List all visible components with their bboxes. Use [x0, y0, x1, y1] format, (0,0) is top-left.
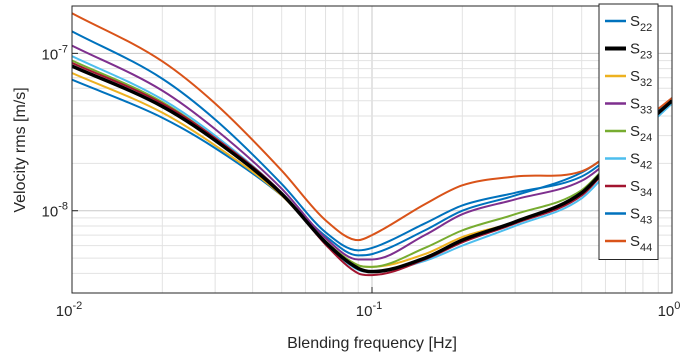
legend-entry-s33: S33 — [630, 96, 652, 117]
y-tick-label: 10-7 — [42, 43, 68, 63]
legend-entry-s23: S23 — [630, 41, 652, 62]
legend-entry-s22: S22 — [630, 13, 652, 34]
x-axis-label: Blending frequency [Hz] — [287, 335, 457, 352]
legend-entry-s32: S32 — [630, 68, 652, 89]
legend: S22 S23 S32 S33 S24 S42 S34 S43 S44 — [598, 3, 659, 260]
y-tick-label: 10-8 — [42, 201, 68, 221]
legend-entry-s34: S34 — [630, 178, 652, 199]
legend-entry-s44: S44 — [630, 233, 652, 254]
grid-layer — [71, 5, 672, 294]
x-tick-label: 100 — [658, 300, 681, 320]
x-tick-label: 10-2 — [56, 300, 82, 320]
legend-entry-s42: S42 — [630, 151, 652, 172]
y-axis-label: Velocity rms [m/s] — [12, 87, 29, 212]
legend-entry-s43: S43 — [630, 206, 652, 227]
tick-layer: 10-2 10-1 100 10-8 10-7 — [42, 43, 681, 320]
x-tick-label: 10-1 — [356, 300, 382, 320]
legend-entry-s24: S24 — [630, 123, 652, 144]
